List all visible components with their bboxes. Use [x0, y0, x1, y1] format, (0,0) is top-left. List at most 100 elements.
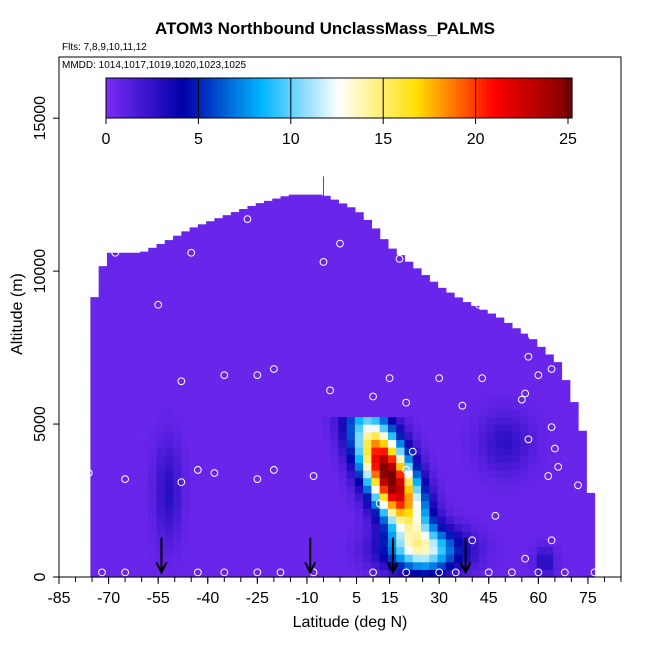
heatmap-cell	[503, 385, 513, 395]
heatmap-cell	[255, 408, 265, 418]
heatmap-cell	[528, 554, 538, 563]
colorbar-swatch	[164, 78, 169, 118]
heatmap-cell	[206, 294, 215, 303]
heatmap-cell	[313, 561, 323, 570]
heatmap-cell	[379, 477, 389, 486]
colorbar-swatch	[261, 78, 266, 118]
heatmap-cell	[272, 462, 282, 471]
heatmap-cell	[429, 408, 439, 418]
heatmap-cell	[297, 324, 306, 333]
heatmap-cell	[404, 355, 414, 364]
heatmap-cell	[164, 248, 174, 257]
heatmap-cell	[181, 232, 191, 242]
heatmap-cell	[288, 431, 298, 440]
heatmap-cell	[222, 554, 232, 563]
heatmap-cell	[197, 240, 207, 249]
heatmap-cell	[495, 531, 505, 540]
heatmap-cell	[462, 569, 472, 578]
heatmap-cell	[544, 523, 554, 532]
heatmap-cell	[98, 447, 108, 456]
heatmap-cell	[305, 401, 315, 410]
heatmap-cell	[123, 309, 133, 318]
heatmap-cell	[222, 523, 232, 532]
colorbar-swatch	[331, 78, 336, 118]
heatmap-cell	[280, 416, 290, 425]
heatmap-cell	[478, 332, 488, 341]
heatmap-cell	[578, 462, 587, 471]
heatmap-cell	[156, 424, 166, 433]
heatmap-cell	[189, 408, 199, 418]
heatmap-cell	[247, 339, 257, 349]
colorbar-swatch	[210, 78, 216, 118]
sample-point	[534, 568, 543, 577]
heatmap-cell	[156, 317, 166, 326]
heatmap-cell	[181, 439, 191, 448]
heatmap-cell	[239, 301, 249, 310]
heatmap-cell	[181, 286, 191, 295]
heatmap-cell	[98, 378, 108, 387]
heatmap-cell	[197, 462, 207, 471]
heatmap-cell	[445, 362, 455, 372]
heatmap-cell	[230, 212, 240, 219]
heatmap-cell	[197, 408, 207, 418]
heatmap-cell	[280, 439, 290, 448]
heatmap-cell	[230, 286, 240, 295]
heatmap-cell	[197, 271, 207, 280]
colorbar-swatch	[564, 78, 569, 118]
x-tick-label: 60	[529, 590, 547, 607]
heatmap-cell	[437, 324, 447, 333]
heatmap-cell	[404, 477, 414, 486]
heatmap-cell	[222, 492, 232, 502]
heatmap-cell	[503, 515, 513, 525]
heatmap-cell	[437, 531, 447, 540]
heatmap-cell	[263, 447, 273, 456]
colorbar-swatch	[133, 78, 138, 118]
heatmap-cell	[297, 523, 306, 532]
heatmap-cell	[462, 500, 472, 509]
heatmap-cell	[503, 508, 513, 517]
heatmap-cell	[90, 401, 100, 410]
heatmap-cell	[544, 561, 554, 570]
heatmap-cell	[371, 454, 381, 463]
heatmap-cell	[321, 538, 331, 548]
heatmap-cell	[255, 355, 265, 364]
heatmap-cell	[338, 454, 348, 463]
heatmap-cell	[412, 347, 422, 356]
heatmap-cell	[90, 477, 100, 486]
colorbar-swatch	[109, 78, 115, 118]
heatmap-cell	[305, 477, 315, 486]
heatmap-cell	[106, 569, 116, 578]
heatmap-cell	[263, 393, 273, 402]
heatmap-cell	[487, 362, 496, 372]
heatmap-cell	[189, 339, 199, 349]
sample-point	[474, 300, 483, 309]
heatmap-cell	[354, 255, 364, 265]
heatmap-cell	[321, 515, 331, 525]
heatmap-cell	[346, 385, 356, 395]
heatmap-cell	[115, 271, 125, 280]
colorbar-swatch	[502, 78, 507, 118]
heatmap-cell	[305, 301, 315, 310]
colorbar-swatch	[377, 78, 383, 118]
heatmap-cell	[280, 408, 290, 418]
heatmap-cell	[379, 271, 389, 280]
heatmap-cell	[189, 255, 199, 265]
heatmap-cell	[396, 271, 406, 280]
heatmap-cell	[478, 424, 488, 433]
heatmap-cell	[263, 200, 273, 203]
heatmap-cell	[429, 347, 439, 356]
heatmap-cell	[354, 408, 364, 418]
sample-point	[508, 568, 516, 577]
heatmap-cell	[569, 431, 579, 440]
heatmap-cell	[330, 485, 339, 494]
heatmap-cell	[396, 515, 406, 525]
heatmap-cell	[206, 408, 215, 418]
heatmap-cell	[263, 431, 273, 440]
heatmap-cell	[90, 538, 100, 548]
heatmap-cell	[387, 370, 397, 379]
heatmap-cell	[363, 424, 373, 433]
heatmap-cell	[131, 561, 141, 570]
heatmap-cell	[305, 362, 315, 372]
heatmap-cell	[338, 424, 348, 433]
heatmap-cell	[387, 317, 397, 326]
